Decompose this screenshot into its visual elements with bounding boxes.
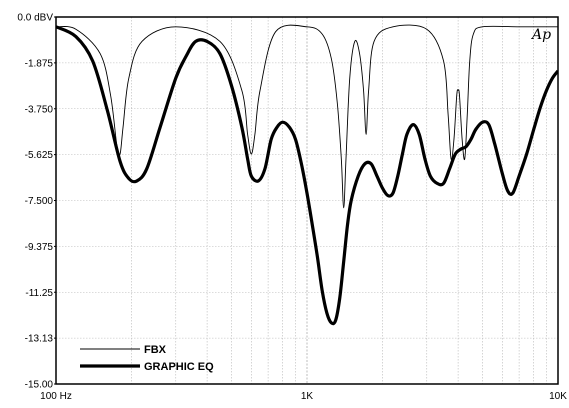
series-layer bbox=[56, 24, 558, 326]
y-tick-label: -13.13 bbox=[25, 334, 54, 345]
y-tick-label: -3.750 bbox=[25, 104, 54, 115]
x-tick-label: 1K bbox=[301, 391, 314, 402]
y-tick-label: 0.0 dBV bbox=[17, 13, 53, 24]
series-line-fbx bbox=[56, 24, 558, 209]
grid bbox=[56, 17, 558, 384]
tick-labels: 0.0 dBV -1.875 -3.750 -5.625 -7.500 -9.375 -11… bbox=[17, 13, 567, 403]
y-tick-label: -15.00 bbox=[25, 380, 54, 391]
legend-label: FBX bbox=[144, 344, 167, 356]
legend-label: GRAPHIC EQ bbox=[144, 361, 214, 373]
x-tick-label: 100 Hz bbox=[40, 391, 72, 402]
y-tick-label: -9.375 bbox=[25, 242, 54, 253]
y-tick-label: -5.625 bbox=[25, 150, 54, 161]
y-tick-label: -11.25 bbox=[25, 288, 53, 299]
x-tick-label: 10K bbox=[549, 391, 567, 402]
legend: FBX GRAPHIC EQ bbox=[80, 344, 214, 373]
series-line-graphic-eq bbox=[56, 25, 558, 326]
y-tick-label: -7.500 bbox=[25, 196, 54, 207]
ap-logo-watermark: Ap bbox=[530, 27, 551, 43]
y-tick-label: -1.875 bbox=[25, 58, 54, 69]
